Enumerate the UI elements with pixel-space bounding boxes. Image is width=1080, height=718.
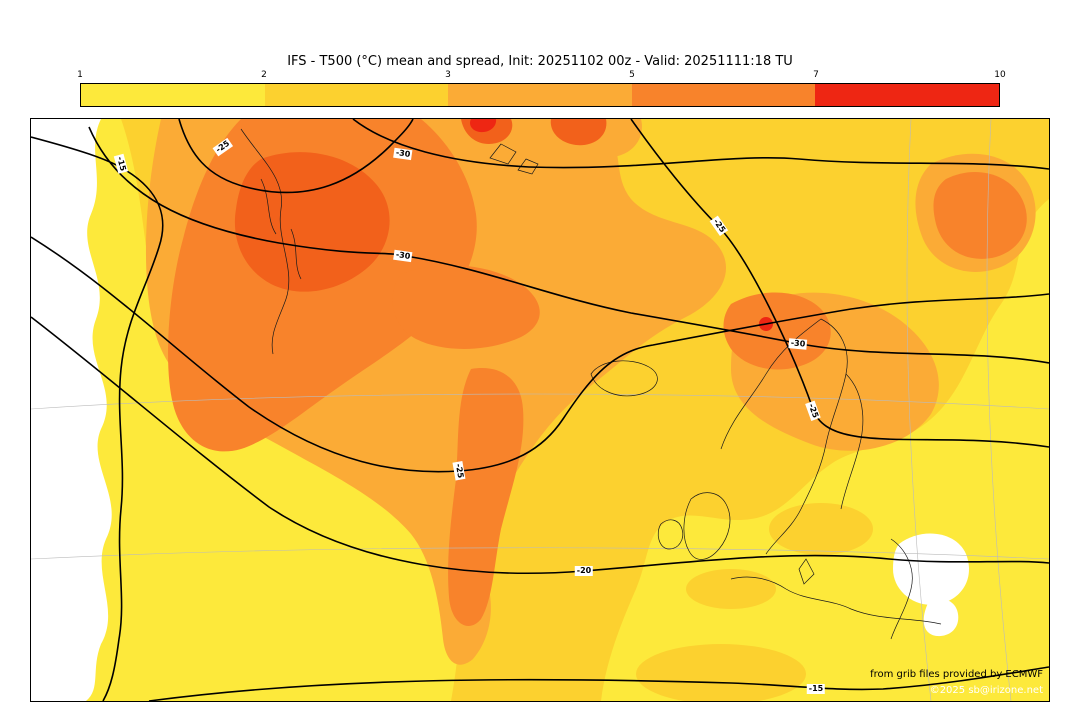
attribution: from grib files provided by ECMWF ©2025 … xyxy=(870,667,1043,699)
attribution-source: from grib files provided by ECMWF xyxy=(870,669,1043,680)
colorbar-tick: 5 xyxy=(629,70,635,80)
colorbar-segment xyxy=(631,84,816,106)
colorbar-ticks: 1 2 3 5 7 10 xyxy=(77,70,1006,83)
colorbar-segment xyxy=(815,84,999,106)
colorbar-segment xyxy=(448,84,632,106)
colorbar-tick: 10 xyxy=(994,70,1006,80)
colorbar-tick: 7 xyxy=(813,70,819,80)
map-frame: -15 -25 -30 -30 -25 -30 -25 -25 -20 -15 from grib… xyxy=(30,118,1050,702)
map-title: IFS - T500 (°C) mean and spread, Init: 2… xyxy=(287,54,793,69)
colorbar-tick: 3 xyxy=(445,70,451,80)
colorbar-segment xyxy=(264,84,449,106)
spread-map xyxy=(31,119,1049,701)
colorbar: 1 2 3 5 7 10 xyxy=(77,70,1006,107)
spread-level-7-region xyxy=(234,119,773,331)
temperature-contours xyxy=(31,119,1049,701)
colorbar-segment xyxy=(81,84,265,106)
colorbar-tick: 2 xyxy=(261,70,267,80)
nodata-region xyxy=(31,119,969,701)
colorbar-tick: 1 xyxy=(77,70,83,80)
colorbar-bar xyxy=(80,83,1000,107)
attribution-copyright: ©2025 sb@irizone.net xyxy=(929,685,1043,696)
